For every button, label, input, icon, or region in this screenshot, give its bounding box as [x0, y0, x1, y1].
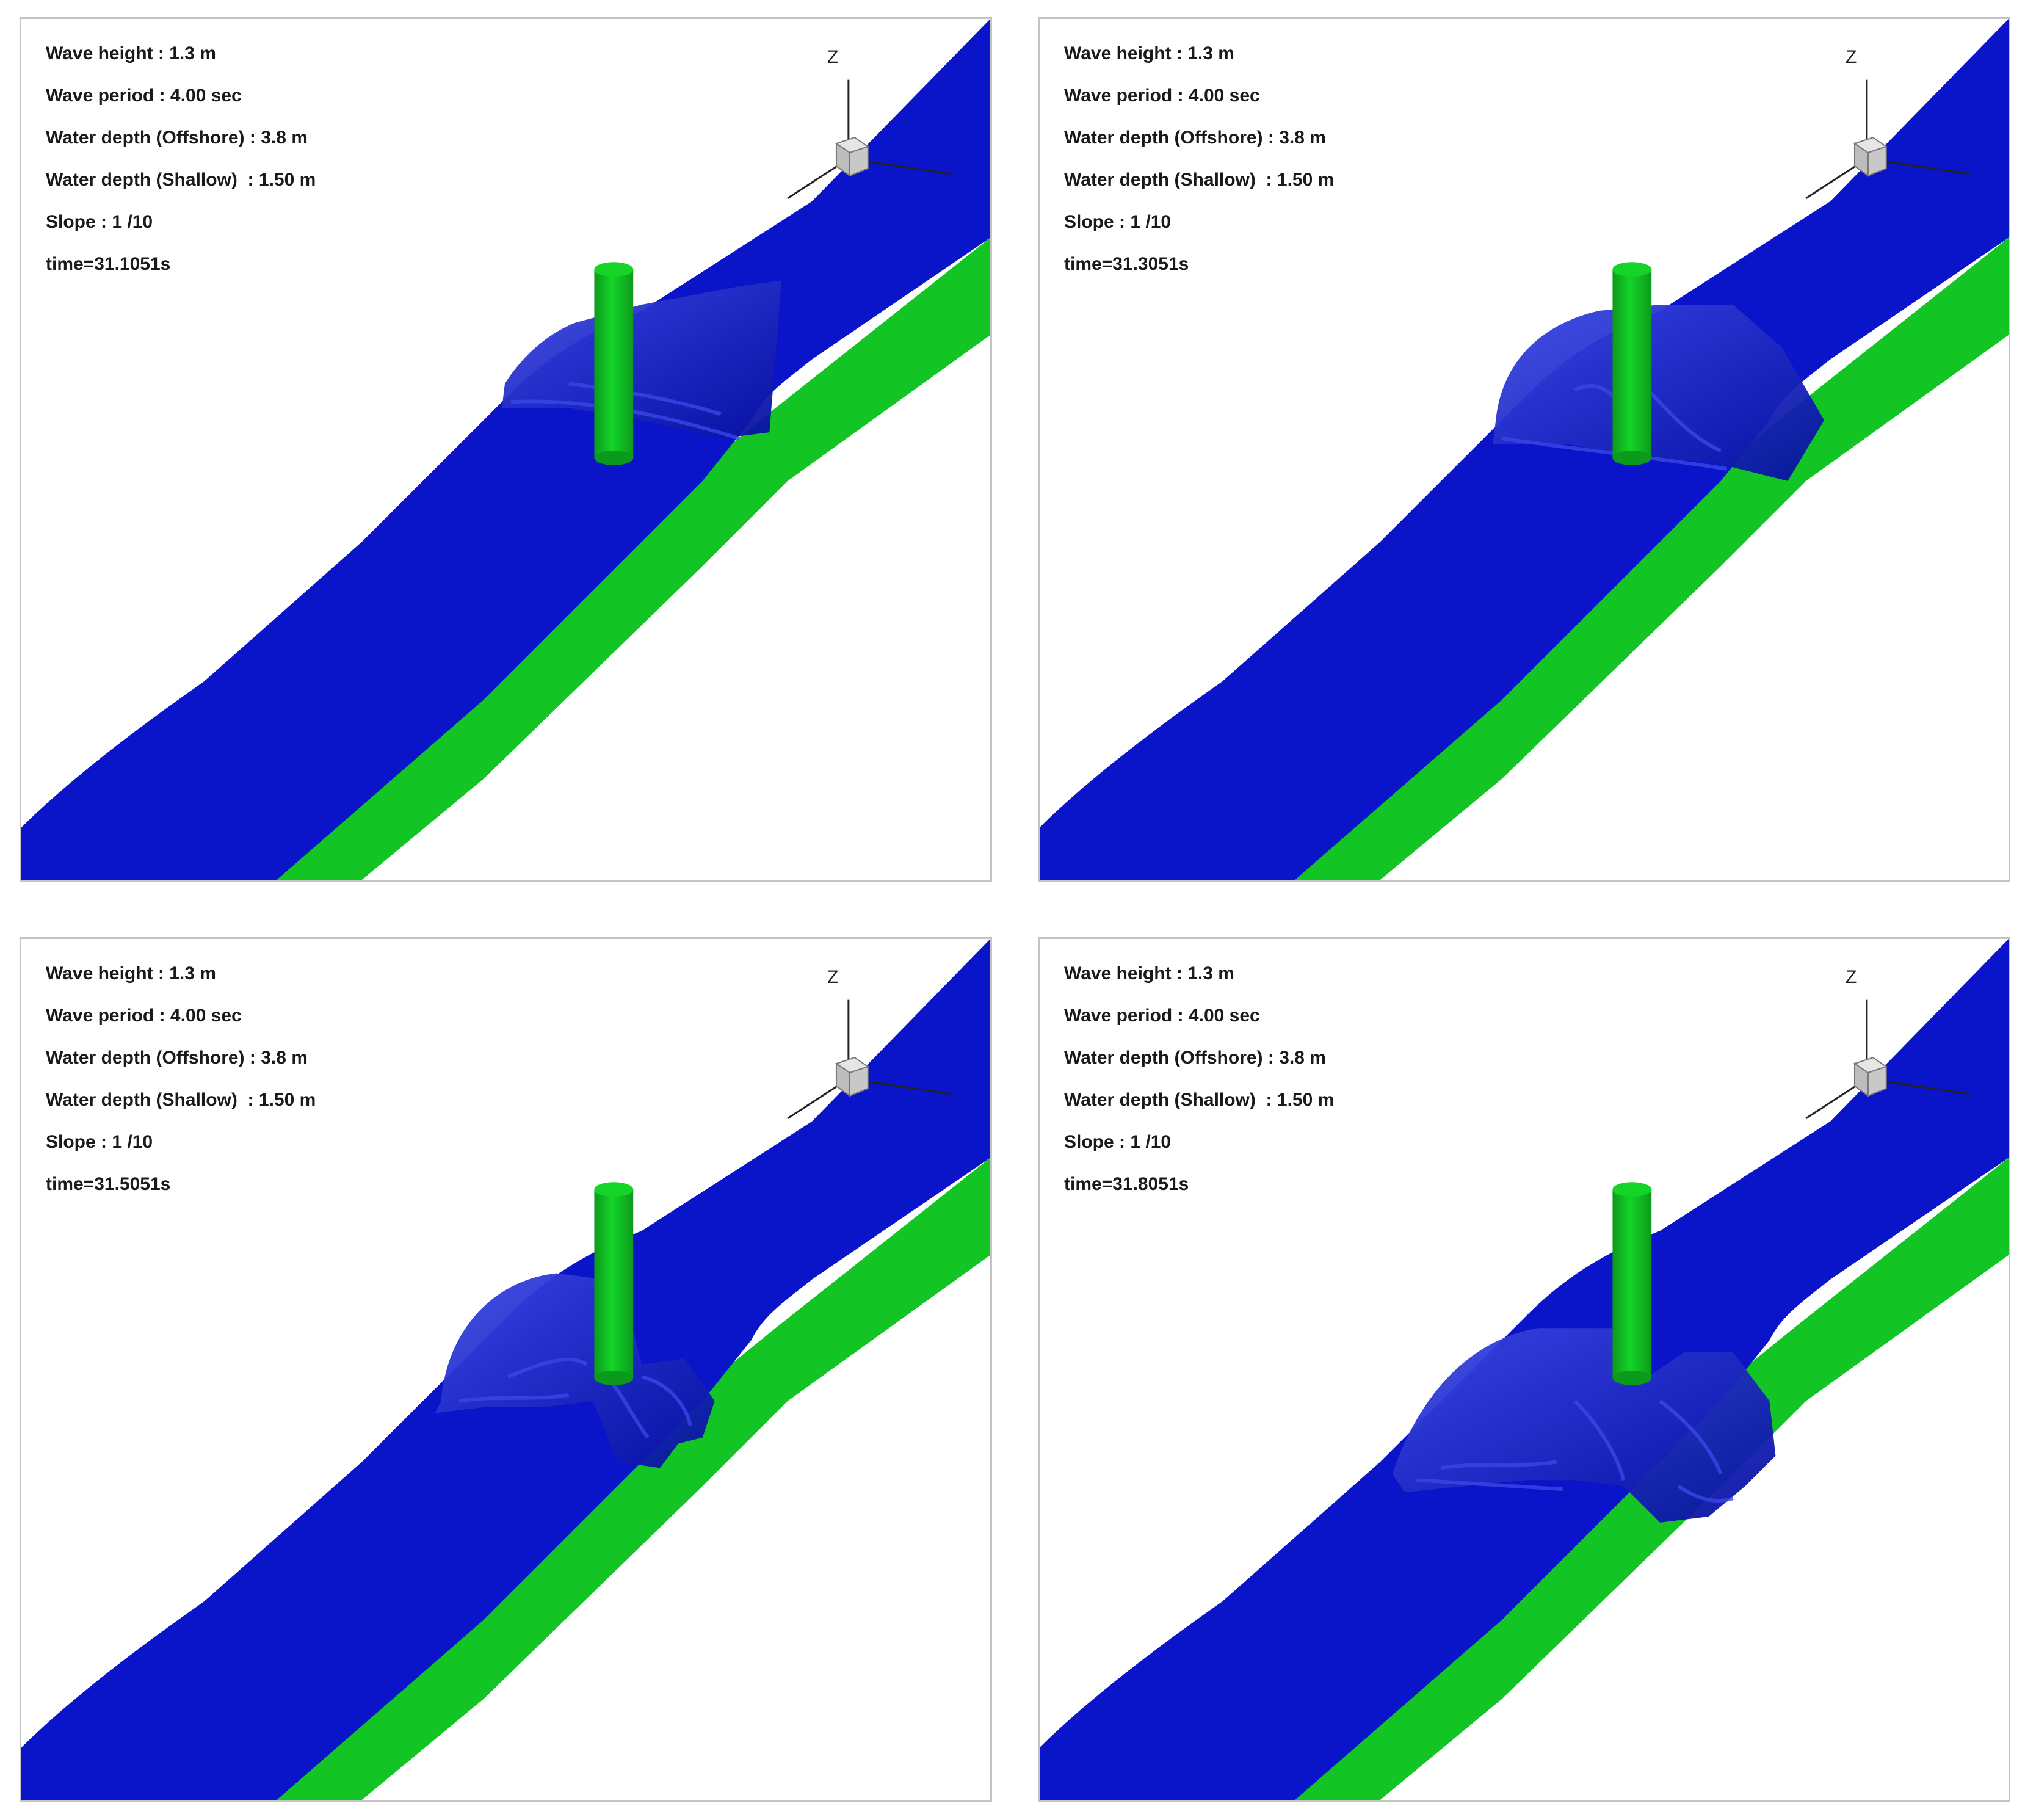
- z-axis-label: Z: [1846, 967, 1857, 987]
- monopile: [594, 1182, 634, 1385]
- simulation-panel: Wave height : 1.3 m Wave period : 4.00 se…: [20, 17, 992, 882]
- time-label: time=31.3051s: [1064, 254, 1189, 274]
- parameter-line: Water depth (Offshore) : 3.8 m: [1064, 128, 1326, 148]
- z-axis-label: Z: [827, 967, 839, 987]
- parameter-line: Slope : 1 /10: [46, 1132, 153, 1152]
- time-label: time=31.8051s: [1064, 1174, 1189, 1194]
- orientation-cube-icon: [787, 999, 952, 1120]
- orientation-cube-icon: [1805, 79, 1971, 200]
- parameter-line: Water depth (Offshore) : 3.8 m: [46, 1048, 308, 1068]
- flume-scene: [21, 19, 990, 880]
- water-surface: [21, 19, 990, 880]
- parameter-line: Wave period : 4.00 sec: [1064, 1006, 1260, 1026]
- wave-fold: [1501, 437, 1728, 471]
- orientation-cube-icon: [787, 79, 952, 200]
- wave-fold: [1677, 1484, 1734, 1503]
- z-axis-label: Z: [827, 47, 839, 67]
- simulation-panel: Wave height : 1.3 m Wave period : 4.00 se…: [1038, 17, 2010, 882]
- parameter-line: Wave period : 4.00 sec: [46, 85, 242, 106]
- simulation-panel: Wave height : 1.3 m Wave period : 4.00 se…: [1038, 937, 2010, 1802]
- z-axis-label: Z: [1846, 47, 1857, 67]
- monopile: [1612, 1182, 1652, 1385]
- orientation-cube-icon: [1805, 999, 1971, 1120]
- monopile: [594, 262, 634, 465]
- parameter-line: Wave height : 1.3 m: [1064, 43, 1234, 63]
- wave-crest: [435, 1273, 715, 1468]
- wave-fold: [568, 382, 722, 416]
- parameter-line: Water depth (Offshore) : 3.8 m: [46, 128, 308, 148]
- water-surface: [1040, 19, 2009, 880]
- parameter-line: Wave height : 1.3 m: [46, 43, 216, 63]
- flume-scene: [21, 939, 990, 1800]
- time-label: time=31.5051s: [46, 1174, 171, 1194]
- parameter-line: Slope : 1 /10: [46, 212, 153, 232]
- parameter-line: Wave period : 4.00 sec: [46, 1006, 242, 1026]
- wave-fold: [1659, 1399, 1723, 1475]
- parameter-line: Slope : 1 /10: [1064, 212, 1172, 232]
- monopile: [1612, 262, 1652, 465]
- wave-fold: [1441, 1460, 1557, 1470]
- wave-crest: [502, 280, 782, 439]
- parameter-line: Wave height : 1.3 m: [1064, 963, 1234, 984]
- flume-scene: [1040, 939, 2009, 1800]
- parameter-line: Water depth (Shallow) : 1.50 m: [1064, 170, 1335, 190]
- parameter-line: Wave period : 4.00 sec: [1064, 85, 1260, 106]
- parameter-list: Wave height : 1.3 m Wave period : 4.00 se…: [46, 952, 316, 1205]
- parameter-line: Slope : 1 /10: [1064, 1132, 1172, 1152]
- wave-fold: [1416, 1478, 1563, 1492]
- wave-fold: [458, 1393, 570, 1403]
- flume-scene: [1040, 19, 2009, 880]
- time-label: time=31.1051s: [46, 254, 171, 274]
- parameter-list: Wave height : 1.3 m Wave period : 4.00 se…: [1064, 952, 1334, 1205]
- parameter-line: Water depth (Shallow) : 1.50 m: [46, 170, 316, 190]
- wave-crest: [1493, 305, 1825, 481]
- wave-fold: [507, 1357, 589, 1379]
- parameter-line: Water depth (Shallow) : 1.50 m: [46, 1090, 316, 1110]
- parameter-line: Water depth (Shallow) : 1.50 m: [1064, 1090, 1335, 1110]
- simulation-panel: Wave height : 1.3 m Wave period : 4.00 se…: [20, 937, 992, 1802]
- parameter-list: Wave height : 1.3 m Wave period : 4.00 se…: [1064, 32, 1334, 285]
- parameter-line: Wave height : 1.3 m: [46, 963, 216, 984]
- wave-fold: [641, 1375, 692, 1426]
- parameter-list: Wave height : 1.3 m Wave period : 4.00 se…: [46, 32, 316, 285]
- parameter-line: Water depth (Offshore) : 3.8 m: [1064, 1048, 1326, 1068]
- wave-crest: [1392, 1328, 1776, 1523]
- wave-fold: [1573, 1399, 1626, 1481]
